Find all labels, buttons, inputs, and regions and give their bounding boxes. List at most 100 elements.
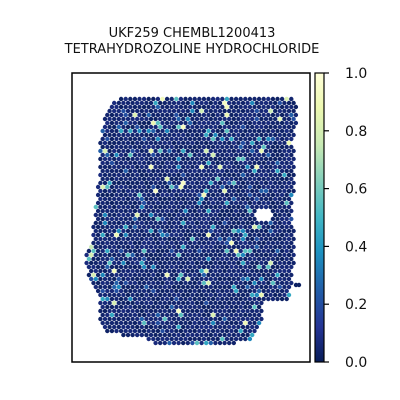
spot-218 bbox=[176, 116, 181, 122]
spot-502 bbox=[128, 144, 133, 150]
spot-1857 bbox=[204, 268, 209, 274]
spot-215 bbox=[162, 116, 167, 122]
spot-60 bbox=[213, 100, 218, 106]
spot-1806 bbox=[174, 264, 179, 270]
spot-2239 bbox=[220, 304, 225, 310]
spot-1272 bbox=[164, 216, 170, 222]
spot-505 bbox=[141, 144, 147, 150]
spot-1646 bbox=[275, 248, 280, 254]
spot-1767 bbox=[204, 260, 209, 266]
spot-1473 bbox=[98, 236, 103, 242]
spot-165 bbox=[128, 112, 133, 118]
spot-328 bbox=[100, 128, 105, 134]
spot-2428 bbox=[123, 328, 128, 334]
spot-1222 bbox=[112, 212, 117, 218]
spot-1871 bbox=[268, 268, 273, 274]
spot-1185 bbox=[128, 208, 133, 214]
spot-50 bbox=[167, 100, 172, 106]
spot-569 bbox=[240, 148, 246, 154]
spot-1932 bbox=[139, 276, 144, 282]
spot-723 bbox=[167, 164, 172, 170]
spot-2513 bbox=[171, 340, 177, 346]
spot-1343 bbox=[105, 224, 110, 230]
spot-2418 bbox=[231, 324, 236, 330]
spot-2515 bbox=[181, 340, 186, 346]
spot-2017 bbox=[130, 284, 135, 290]
spot-938 bbox=[174, 184, 179, 190]
spot-2019 bbox=[139, 284, 144, 290]
spot-1773 bbox=[231, 260, 236, 266]
spot-1506 bbox=[250, 236, 255, 242]
spot-284 bbox=[289, 120, 294, 126]
spot-1498 bbox=[213, 236, 218, 242]
spot-648 bbox=[213, 156, 218, 162]
spot-813 bbox=[190, 172, 195, 178]
spot-1431 bbox=[105, 232, 110, 238]
spot-411 bbox=[291, 132, 296, 138]
spot-425 bbox=[160, 136, 165, 142]
spot-1421 bbox=[263, 228, 269, 234]
spot-140 bbox=[204, 108, 209, 114]
spot-2052 bbox=[95, 288, 101, 294]
spot-1677 bbox=[208, 252, 213, 258]
spot-7 bbox=[151, 96, 156, 102]
spot-970 bbox=[125, 188, 131, 194]
spot-1637 bbox=[233, 248, 239, 254]
spot-13 bbox=[178, 96, 184, 102]
spot-30 bbox=[256, 96, 262, 102]
spot-2278 bbox=[236, 308, 241, 314]
spot-434 bbox=[201, 136, 207, 142]
spot-1665 bbox=[153, 252, 158, 258]
spot-31 bbox=[261, 96, 266, 102]
spot-1948 bbox=[213, 276, 218, 282]
spot-1159 bbox=[204, 204, 209, 210]
spot-888 bbox=[144, 180, 149, 186]
spot-2420 bbox=[240, 324, 246, 330]
spot-1744 bbox=[98, 260, 103, 266]
spot-1490 bbox=[176, 236, 181, 242]
spot-217 bbox=[171, 116, 177, 122]
spot-1741 bbox=[84, 260, 89, 266]
spot-363 bbox=[261, 128, 266, 134]
spot-1482 bbox=[139, 236, 144, 242]
spot-179 bbox=[192, 112, 197, 118]
spot-153 bbox=[263, 108, 269, 114]
spot-1619 bbox=[151, 248, 156, 254]
spot-2146 bbox=[146, 296, 151, 302]
spot-495 bbox=[286, 140, 292, 146]
spot-2179 bbox=[107, 300, 112, 306]
spot-807 bbox=[162, 172, 167, 178]
spot-1630 bbox=[201, 248, 207, 254]
spot-2010 bbox=[98, 284, 103, 290]
spot-1968 bbox=[105, 280, 110, 286]
spot-1571 bbox=[139, 244, 144, 250]
spot-763 bbox=[155, 168, 161, 174]
spot-149 bbox=[245, 108, 250, 114]
spot-2467 bbox=[167, 332, 172, 338]
spot-697 bbox=[243, 160, 248, 166]
spot-1757 bbox=[158, 260, 163, 266]
spot-636 bbox=[158, 156, 163, 162]
spot-1680 bbox=[222, 252, 227, 258]
spot-2379 bbox=[210, 320, 216, 326]
spot-57 bbox=[199, 100, 204, 106]
spot-398 bbox=[231, 132, 236, 138]
spot-1825 bbox=[261, 264, 266, 270]
spot-2466 bbox=[162, 332, 167, 338]
spot-456 bbox=[107, 140, 112, 146]
spot-543 bbox=[121, 148, 126, 154]
spot-2411 bbox=[199, 324, 204, 330]
spot-1304 bbox=[125, 220, 131, 226]
spot-725 bbox=[176, 164, 181, 170]
spot-2264 bbox=[171, 308, 177, 314]
spot-778 bbox=[224, 168, 230, 174]
spot-965 bbox=[102, 188, 108, 194]
spot-821 bbox=[227, 172, 232, 178]
spot-1907 bbox=[229, 272, 234, 278]
spot-1607 bbox=[95, 248, 101, 254]
spot-613 bbox=[247, 152, 253, 158]
spot-838 bbox=[109, 176, 115, 182]
spot-2496 bbox=[192, 336, 197, 342]
spot-2152 bbox=[174, 296, 179, 302]
spot-2507 bbox=[243, 336, 248, 342]
